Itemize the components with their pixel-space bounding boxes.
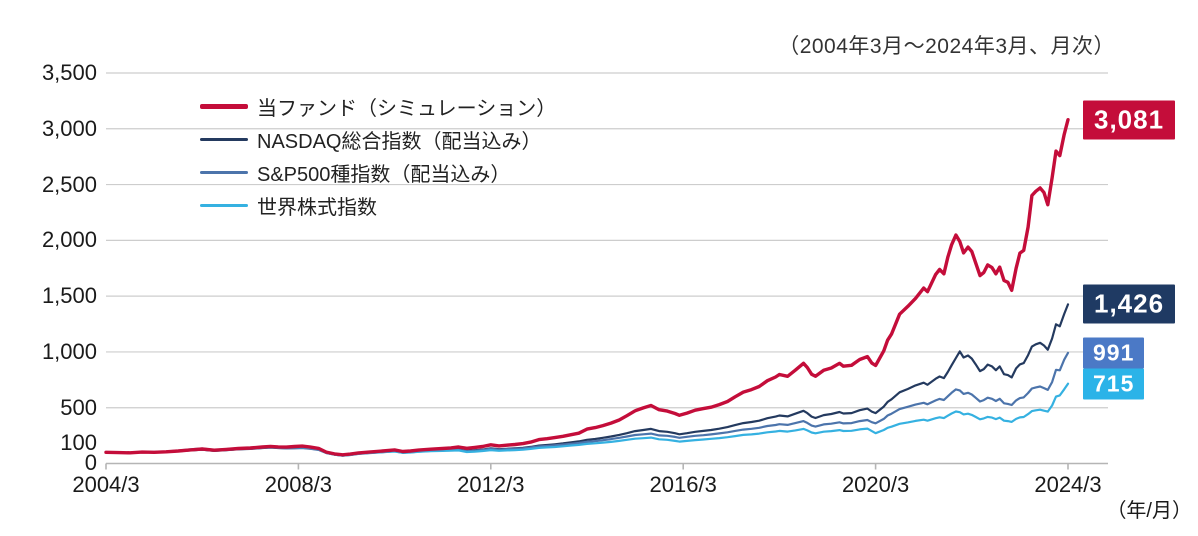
y-tick-label: 500 xyxy=(60,394,97,420)
legend-item-2: S&P500種指数（配当込み） xyxy=(200,156,556,189)
legend-label: 世界株式指数 xyxy=(257,197,377,219)
legend-item-0: 当ファンド（シミュレーション） xyxy=(200,90,556,123)
series-line-3 xyxy=(104,382,1070,457)
y-tick-label: 3,500 xyxy=(41,60,97,85)
y-tick-label: 100 xyxy=(60,430,97,456)
legend-label: 当ファンド（シミュレーション） xyxy=(257,98,557,120)
y-tick-label: 2,500 xyxy=(41,171,97,197)
x-tick-label: 2004/3 xyxy=(72,472,140,497)
legend-label: S&P500種指数（配当込み） xyxy=(257,164,511,186)
legend: 当ファンド（シミュレーション） NASDAQ総合指数（配当込み） S&P500種指数… xyxy=(200,90,556,222)
legend-item-3: 世界株式指数 xyxy=(200,189,556,222)
legend-line-swatch xyxy=(200,171,248,174)
legend-line-swatch xyxy=(200,104,248,109)
chart-period-note: （2004年3月～2024年3月、月次） xyxy=(778,35,1115,58)
end-value-chip-3: 715 xyxy=(1083,368,1145,400)
legend-line-swatch xyxy=(200,138,248,141)
x-tick-label: 2016/3 xyxy=(649,472,717,497)
series-line-0 xyxy=(104,117,1070,457)
end-value-chip-0: 3,081 xyxy=(1083,100,1176,140)
x-tick-label: 2008/3 xyxy=(264,472,333,497)
x-tick-label: 2020/3 xyxy=(841,472,910,497)
y-tick-label: 3,000 xyxy=(41,115,97,141)
legend-item-1: NASDAQ総合指数（配当込み） xyxy=(200,123,556,156)
legend-line-swatch xyxy=(200,204,248,207)
end-value-chip-2: 991 xyxy=(1083,337,1145,369)
series-line-1 xyxy=(104,303,1070,457)
y-tick-label: 1,000 xyxy=(41,338,97,364)
x-tick-label: 2012/3 xyxy=(457,472,525,497)
x-axis-unit-label: （年/月） xyxy=(1106,500,1192,522)
y-tick-label: 0 xyxy=(84,449,97,475)
y-tick-label: 2,000 xyxy=(41,227,97,253)
legend-label: NASDAQ総合指数（配当込み） xyxy=(257,131,542,153)
x-tick-label: 2024/3 xyxy=(1034,472,1102,497)
y-tick-label: 1,500 xyxy=(41,283,97,309)
end-value-chip-1: 1,426 xyxy=(1083,284,1176,324)
